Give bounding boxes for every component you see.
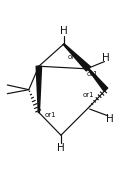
Text: H: H — [102, 53, 110, 63]
Text: or1: or1 — [67, 54, 79, 60]
Text: or1: or1 — [83, 92, 94, 98]
Text: or1: or1 — [44, 112, 56, 118]
Text: H: H — [60, 26, 68, 36]
Text: or1: or1 — [87, 71, 98, 77]
Text: H: H — [57, 143, 65, 153]
Text: H: H — [106, 114, 114, 124]
Polygon shape — [63, 44, 91, 71]
Polygon shape — [88, 69, 108, 91]
Polygon shape — [36, 66, 42, 112]
